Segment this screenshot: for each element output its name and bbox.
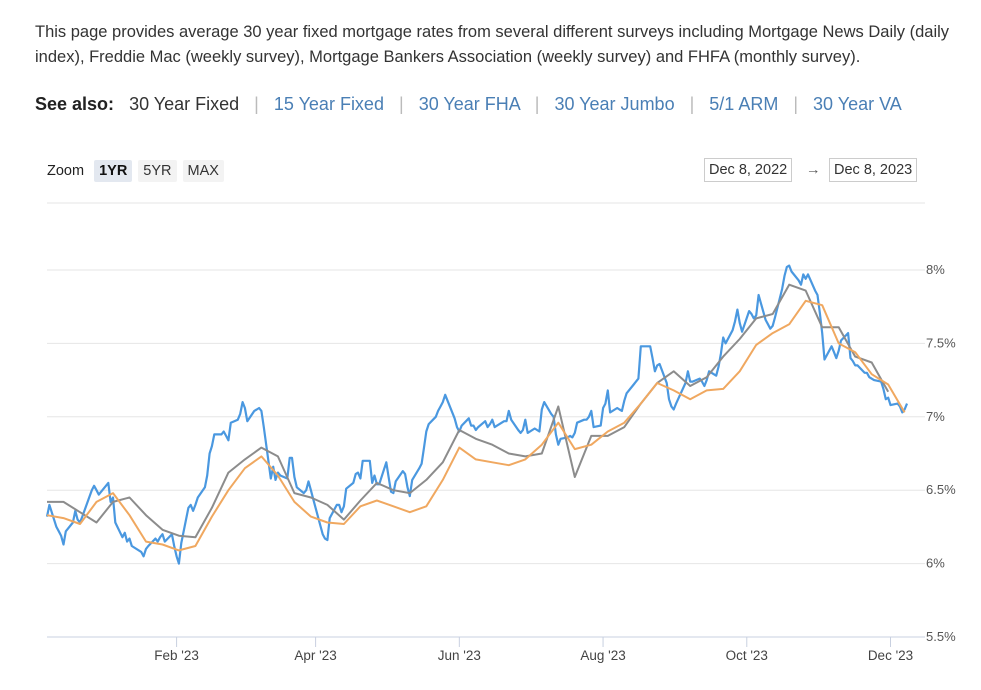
zoom-5yr-button[interactable]: 5YR	[138, 160, 177, 182]
x-tick-label: Aug '23	[580, 648, 625, 663]
y-tick-label: 6.5%	[926, 482, 956, 497]
y-tick-label: 6%	[926, 556, 945, 571]
x-tick-label: Apr '23	[294, 648, 336, 663]
link-30-year-va[interactable]: 30 Year VA	[813, 94, 902, 114]
date-to-input[interactable]: Dec 8, 2023	[829, 158, 918, 182]
see-also-label: See also:	[35, 94, 115, 114]
x-tick-label: Dec '23	[868, 648, 913, 663]
series-line-orange	[46, 299, 906, 552]
y-tick-label: 7%	[926, 409, 945, 424]
separator: |	[398, 94, 404, 114]
see-also-bar: See also: 30 Year Fixed | 15 Year Fixed …	[35, 94, 902, 115]
y-tick-label: 5.5%	[926, 629, 956, 644]
y-tick-label: 8%	[926, 262, 945, 277]
see-also-current: 30 Year Fixed	[129, 94, 240, 114]
separator: |	[534, 94, 540, 114]
separator: |	[793, 94, 799, 114]
intro-text: This page provides average 30 year fixed…	[35, 23, 950, 66]
link-30-year-fha[interactable]: 30 Year FHA	[418, 94, 520, 114]
link-15-year-fixed[interactable]: 15 Year Fixed	[273, 94, 384, 114]
x-tick-label: Feb '23	[154, 648, 199, 663]
zoom-label: Zoom	[47, 163, 85, 179]
x-tick-label: Oct '23	[726, 648, 768, 663]
separator: |	[689, 94, 695, 114]
range-arrow: →	[806, 162, 821, 178]
series-line-gray	[47, 283, 890, 539]
link-30-year-jumbo[interactable]: 30 Year Jumbo	[554, 94, 675, 114]
x-tick-label: Jun '23	[438, 648, 481, 663]
zoom-controls: Zoom 1YR 5YR MAX	[47, 160, 224, 182]
series-line-daily	[45, 264, 909, 565]
separator: |	[254, 94, 259, 114]
link-5-1-arm[interactable]: 5/1 ARM	[709, 94, 779, 114]
zoom-max-button[interactable]: MAX	[182, 160, 224, 182]
date-from-input[interactable]: Dec 8, 2022	[704, 158, 793, 182]
zoom-1yr-button[interactable]: 1YR	[94, 160, 133, 182]
y-tick-label: 7.5%	[926, 335, 956, 350]
